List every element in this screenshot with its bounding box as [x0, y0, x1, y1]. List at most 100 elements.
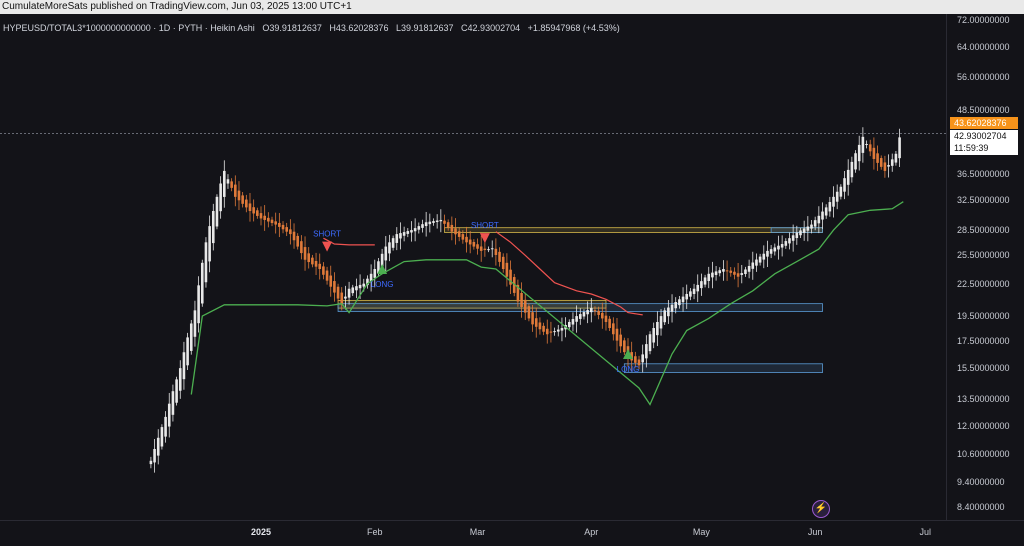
- candle-body: [446, 222, 450, 228]
- candle-body: [355, 286, 358, 291]
- candle-body: [835, 191, 839, 202]
- candle-body: [296, 235, 299, 247]
- candle-body: [832, 196, 835, 207]
- candle-body: [171, 391, 175, 415]
- candle-body: [156, 437, 160, 456]
- symbol-legend: HYPEUSD/TOTAL3*1000000000000 · 1D · PYTH…: [3, 23, 625, 33]
- candle-body: [487, 249, 490, 251]
- lightning-icon[interactable]: ⚡: [812, 500, 830, 518]
- candle-body: [347, 288, 351, 298]
- trailing-stop-long-line: [190, 201, 904, 406]
- candle-body: [461, 234, 465, 240]
- candle-body: [868, 144, 872, 152]
- long-signal-arrow: [623, 348, 633, 359]
- candle-body: [208, 226, 211, 262]
- candle-body: [351, 287, 355, 294]
- publisher-bar: CumulateMoreSats published on TradingVie…: [0, 0, 1024, 14]
- candle-body: [479, 246, 483, 251]
- candle-body: [336, 286, 340, 299]
- price-plot[interactable]: SHORT LONG SHORT LONG: [0, 0, 946, 520]
- long-signal-label: LONG: [371, 280, 394, 289]
- candle-body: [498, 251, 501, 262]
- short-signal-arrow: [322, 241, 333, 252]
- candle-body: [608, 318, 611, 329]
- candle-body: [182, 352, 186, 380]
- candle-body: [193, 310, 197, 337]
- candle-body: [388, 242, 391, 254]
- candle-body: [366, 278, 369, 286]
- candle-body: [278, 222, 281, 227]
- candle-body: [303, 247, 307, 260]
- candle-body: [164, 416, 167, 437]
- candle-body: [590, 308, 593, 313]
- candle-body: [780, 244, 784, 248]
- candle-body: [545, 328, 549, 335]
- candle-body: [670, 304, 674, 312]
- candle-body: [274, 221, 277, 225]
- candle-body: [725, 270, 729, 272]
- candle-body: [828, 202, 832, 212]
- candle-body: [681, 296, 685, 303]
- candle-body: [270, 219, 274, 224]
- legend-high: H43.62028376: [329, 23, 389, 33]
- candle-body: [267, 217, 270, 222]
- candle-body: [769, 249, 773, 254]
- candle-body: [678, 299, 681, 306]
- time-axis-label: 2025: [250, 527, 272, 537]
- candle-body: [652, 328, 655, 343]
- price-scale-label: 56.00000000: [957, 71, 1010, 82]
- candle-body: [601, 312, 604, 319]
- candle-body: [806, 226, 810, 231]
- bar-countdown: 11:59:39: [954, 143, 989, 153]
- candle-body: [766, 250, 769, 257]
- candle-body: [894, 153, 898, 163]
- candle-body: [380, 253, 384, 268]
- candle-body: [711, 272, 714, 278]
- candle-body: [556, 329, 560, 332]
- candle-body: [883, 162, 887, 171]
- candle-body: [645, 344, 648, 359]
- price-scale-label: 19.50000000: [957, 311, 1010, 322]
- candle-body: [516, 284, 520, 302]
- candle-body: [641, 354, 644, 363]
- candle-body: [325, 270, 329, 281]
- price-scale-label: 64.00000000: [957, 41, 1010, 52]
- candle-body: [531, 312, 534, 325]
- candle-body: [237, 190, 241, 201]
- candle-body: [879, 158, 883, 167]
- time-axis-label: Mar: [469, 527, 486, 537]
- candle-body: [483, 248, 487, 251]
- zone-box: [444, 227, 823, 233]
- candle-body: [395, 234, 399, 243]
- candle-body: [762, 253, 766, 260]
- price-scale-label: 32.50000000: [957, 195, 1010, 206]
- candle-body: [667, 307, 670, 317]
- candle-body: [204, 242, 208, 283]
- publisher-text: CumulateMoreSats published on TradingVie…: [2, 1, 352, 12]
- price-scale[interactable]: 72.00000000 64.00000000 56.00000000 48.5000…: [946, 14, 1024, 520]
- candle-body: [149, 460, 153, 465]
- candle-body: [494, 248, 498, 255]
- short-signal-label: SHORT: [471, 221, 499, 230]
- candle-body: [857, 144, 861, 162]
- candle-body: [685, 293, 689, 300]
- candle-body: [523, 299, 527, 313]
- candle-body: [314, 260, 318, 267]
- candle-body: [839, 186, 843, 197]
- candle-body: [252, 207, 255, 214]
- time-axis-label: Apr: [584, 527, 599, 537]
- trailing-stop-short-line: [495, 231, 643, 316]
- candle-body: [689, 291, 692, 297]
- price-scale-label: 22.50000000: [957, 278, 1010, 289]
- candle-body: [311, 257, 314, 265]
- time-axis-label: May: [692, 527, 710, 537]
- candle-body: [663, 310, 666, 323]
- candle-body: [703, 277, 707, 285]
- candle-body: [402, 232, 406, 236]
- time-axis[interactable]: 2025 Feb Mar Apr May Jun Jul: [0, 520, 1024, 546]
- trailing-stop-short-line: [323, 237, 375, 246]
- candle-body: [358, 284, 362, 289]
- candle-body: [241, 195, 244, 204]
- legend-open: O39.91812637: [262, 23, 322, 33]
- candle-body: [406, 231, 410, 234]
